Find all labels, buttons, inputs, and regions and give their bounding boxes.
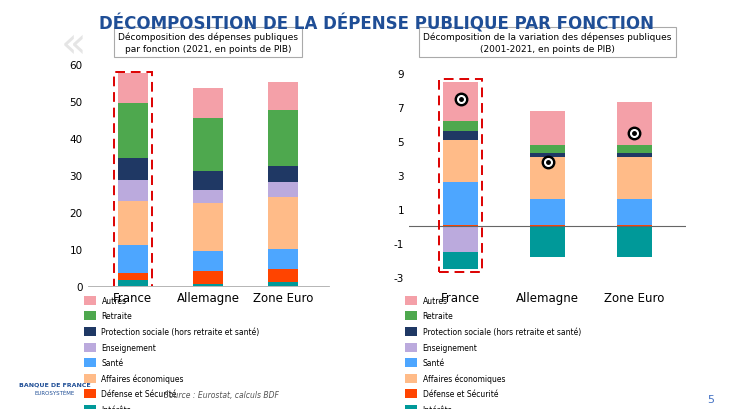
Bar [444, 83, 478, 122]
Bar [269, 83, 299, 111]
Text: Santé: Santé [101, 358, 123, 367]
Text: Affaires économiques: Affaires économiques [423, 373, 505, 383]
Text: Défense et Sécurité: Défense et Sécurité [101, 389, 177, 398]
Text: Autres: Autres [423, 296, 447, 305]
Bar [269, 283, 299, 286]
Text: Intérêts: Intérêts [101, 405, 131, 409]
Bar [617, 154, 652, 157]
Bar [269, 166, 299, 183]
Bar [193, 172, 223, 190]
Bar [118, 246, 147, 273]
Bar [530, 225, 565, 227]
Title: Décomposition de la variation des dépenses publiques
(2001-2021, en points de PI: Décomposition de la variation des dépens… [423, 32, 672, 54]
Bar [444, 140, 478, 183]
Text: Source : Eurostat, calculs BDF: Source : Eurostat, calculs BDF [164, 390, 279, 399]
Text: Affaires économiques: Affaires économiques [101, 373, 184, 383]
Bar [617, 225, 652, 227]
Bar [118, 201, 147, 246]
Text: Intérêts: Intérêts [423, 405, 453, 409]
Bar [193, 284, 223, 286]
Bar [118, 281, 147, 286]
Bar [193, 190, 223, 203]
Text: Autres: Autres [101, 296, 126, 305]
Text: Enseignement: Enseignement [101, 343, 156, 352]
Text: Protection sociale (hors retraite et santé): Protection sociale (hors retraite et san… [423, 327, 581, 336]
Text: 5: 5 [707, 393, 714, 404]
Bar [193, 118, 223, 172]
Bar [444, 122, 478, 132]
Text: Santé: Santé [423, 358, 445, 367]
Bar [193, 251, 223, 272]
Bar [444, 183, 478, 225]
Text: Enseignement: Enseignement [423, 343, 477, 352]
Bar [617, 103, 652, 146]
Bar [269, 198, 299, 249]
Bar [444, 227, 478, 252]
Bar [530, 200, 565, 225]
Bar [617, 227, 652, 257]
Text: Défense et Sécurité: Défense et Sécurité [423, 389, 498, 398]
Bar [118, 103, 147, 159]
Bar [530, 154, 565, 157]
Bar [269, 249, 299, 270]
Bar [530, 112, 565, 146]
Bar [444, 252, 478, 270]
Bar [617, 157, 652, 200]
Text: «: « [61, 24, 85, 66]
Title: Décomposition des dépenses publiques
par fonction (2021, en points de PIB): Décomposition des dépenses publiques par… [118, 32, 298, 54]
Bar [193, 272, 223, 284]
Bar [118, 74, 147, 103]
Text: EUROSYSTÈME: EUROSYSTÈME [34, 390, 75, 395]
Bar [118, 273, 147, 281]
Bar [269, 183, 299, 198]
Bar [118, 181, 147, 201]
Bar [193, 89, 223, 118]
Bar [269, 270, 299, 283]
Text: BANQUE DE FRANCE: BANQUE DE FRANCE [19, 382, 91, 387]
Bar [530, 157, 565, 200]
Text: DÉCOMPOSITION DE LA DÉPENSE PUBLIQUE PAR FONCTION: DÉCOMPOSITION DE LA DÉPENSE PUBLIQUE PAR… [99, 14, 653, 33]
Bar [530, 227, 565, 257]
Text: Retraite: Retraite [423, 312, 453, 321]
Text: Protection sociale (hors retraite et santé): Protection sociale (hors retraite et san… [101, 327, 260, 336]
Text: Retraite: Retraite [101, 312, 132, 321]
Bar [118, 159, 147, 181]
Bar [617, 200, 652, 225]
Bar [617, 146, 652, 154]
Bar [444, 132, 478, 140]
Bar [269, 111, 299, 166]
Bar [530, 146, 565, 154]
Bar [193, 203, 223, 251]
Bar [444, 225, 478, 227]
